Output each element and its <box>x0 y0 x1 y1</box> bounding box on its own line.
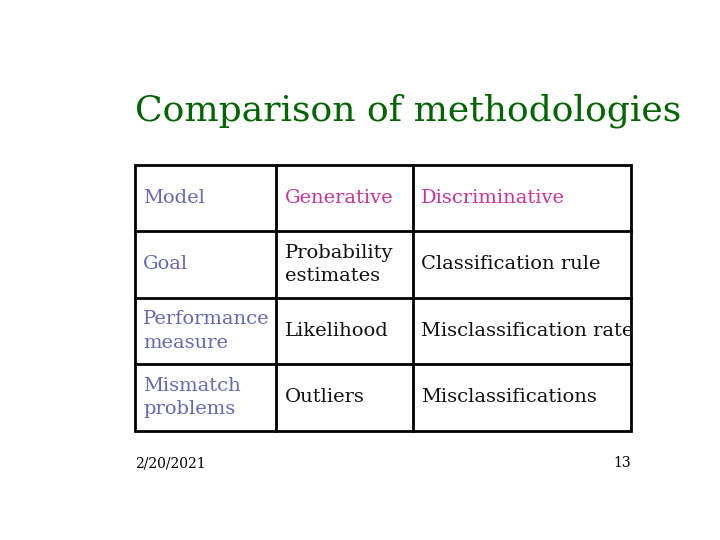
Text: Misclassifications: Misclassifications <box>421 388 597 407</box>
Bar <box>135 165 631 431</box>
Text: 13: 13 <box>613 456 631 470</box>
Text: Model: Model <box>143 189 205 207</box>
Text: Misclassification rate: Misclassification rate <box>421 322 634 340</box>
Text: Probability
estimates: Probability estimates <box>284 244 393 285</box>
Text: Comparison of methodologies: Comparison of methodologies <box>135 94 681 129</box>
Text: 2/20/2021: 2/20/2021 <box>135 456 205 470</box>
Text: Outliers: Outliers <box>284 388 364 407</box>
Text: Generative: Generative <box>284 189 393 207</box>
Text: Classification rule: Classification rule <box>421 255 600 273</box>
Text: Performance
measure: Performance measure <box>143 310 269 352</box>
Text: Likelihood: Likelihood <box>284 322 388 340</box>
Text: Discriminative: Discriminative <box>421 189 565 207</box>
Text: Mismatch
problems: Mismatch problems <box>143 376 240 419</box>
Text: Goal: Goal <box>143 255 188 273</box>
